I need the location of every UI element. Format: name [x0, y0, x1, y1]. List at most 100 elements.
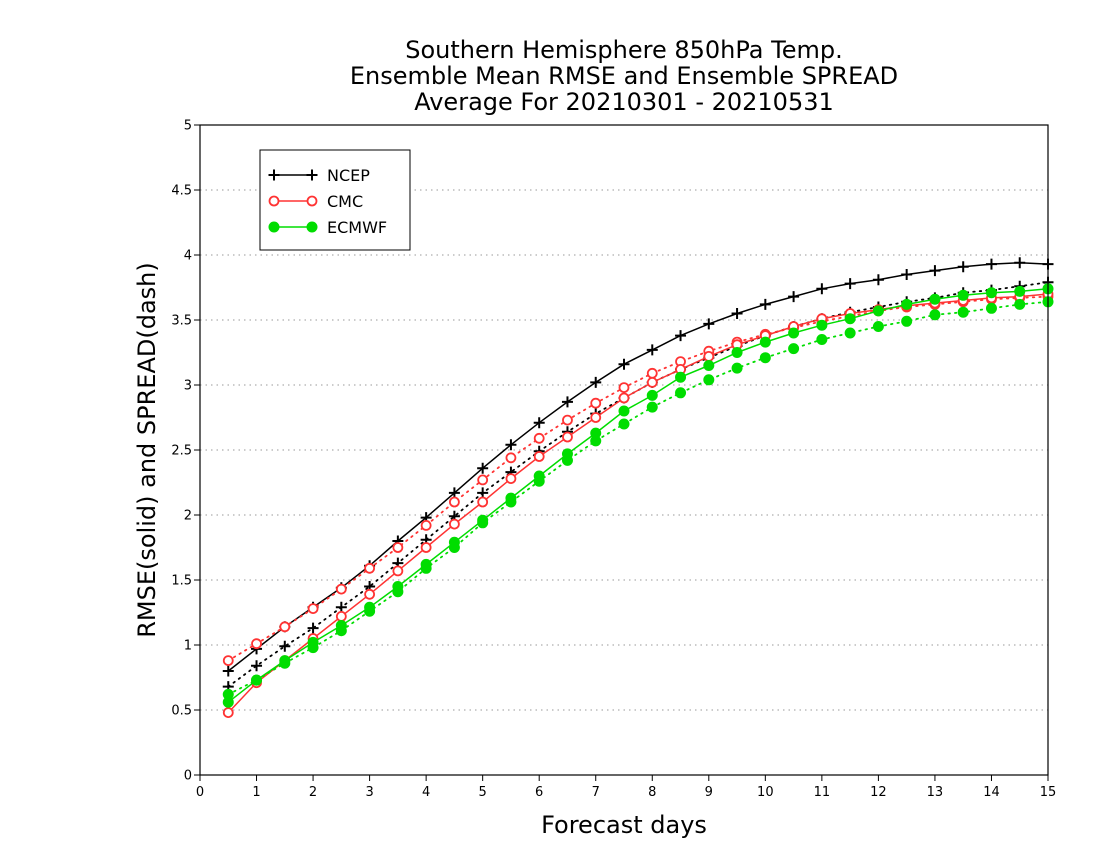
- spread-point: [646, 401, 658, 413]
- rmse-point: [505, 473, 517, 485]
- axis-ticks: 00.511.522.533.544.550 1 2 3 4 5 6 7 8 9 10 11 12 13 1…: [171, 119, 1056, 801]
- spread-point: [788, 343, 800, 355]
- rmse-point: [646, 389, 658, 401]
- rmse-point: [957, 289, 969, 301]
- spread-line-cmc: [227, 295, 1049, 662]
- y-tick-label: 0: [184, 769, 192, 784]
- rmse-point: [618, 405, 630, 417]
- rmse-point: [561, 396, 573, 408]
- spread-point: [364, 562, 376, 574]
- spread-point: [618, 418, 630, 430]
- rmse-point: [222, 665, 234, 677]
- series-cmc: [222, 288, 1054, 718]
- rmse-point: [985, 258, 997, 270]
- y-tick-label: 3: [184, 379, 192, 394]
- rmse-point: [788, 291, 800, 303]
- y-axis-label: RMSE(solid) and SPREAD(dash): [133, 262, 161, 638]
- spread-point: [335, 601, 347, 613]
- spread-point: [505, 452, 517, 464]
- rmse-point: [448, 487, 460, 499]
- chart-title: Southern Hemisphere 850hPa Temp. Ensembl…: [350, 36, 898, 116]
- rmse-point: [816, 283, 828, 295]
- rmse-point: [929, 293, 941, 305]
- x-tick-label: 11: [814, 785, 831, 800]
- x-tick-label: 10: [757, 785, 774, 800]
- legend-label: NCEP: [327, 166, 370, 185]
- rmse-point: [872, 305, 884, 317]
- legend-label: ECMWF: [327, 218, 387, 237]
- rmse-point: [392, 581, 404, 592]
- spread-point: [562, 414, 573, 426]
- title-line-2: Ensemble Mean RMSE and Ensemble SPREAD: [350, 62, 898, 90]
- rmse-point: [307, 636, 319, 648]
- rmse-point: [788, 327, 800, 339]
- legend-item-ncep: NCEP: [268, 166, 370, 185]
- y-tick-label: 0.5: [171, 704, 192, 719]
- rmse-point: [618, 358, 630, 370]
- spread-point: [533, 432, 545, 444]
- spread-point: [759, 352, 771, 364]
- title-line-1: Southern Hemisphere 850hPa Temp.: [405, 36, 842, 64]
- y-tick-label: 3.5: [171, 314, 192, 329]
- y-tick-label: 1.5: [171, 574, 192, 589]
- rmse-point: [279, 655, 291, 667]
- rmse-point: [901, 298, 913, 310]
- rmse-point: [505, 439, 517, 451]
- rmse-point: [618, 392, 630, 404]
- x-tick-label: 15: [1040, 785, 1057, 800]
- rmse-point: [420, 558, 432, 570]
- rmse-point: [420, 542, 432, 553]
- rmse-point: [985, 287, 997, 299]
- series-group: [222, 257, 1054, 718]
- rmse-point: [251, 674, 263, 686]
- rmse-point: [364, 601, 376, 613]
- spread-point: [872, 321, 884, 332]
- spread-point: [844, 327, 856, 339]
- rmse-point: [646, 376, 658, 388]
- spread-point: [675, 387, 687, 399]
- plot-frame: [199, 124, 1049, 776]
- rmse-point: [335, 611, 347, 622]
- x-tick-label: 4: [422, 785, 430, 800]
- rmse-point: [590, 427, 602, 439]
- x-tick-label: 14: [983, 785, 1000, 800]
- rmse-point: [1014, 285, 1026, 297]
- spread-point: [307, 603, 319, 614]
- rmse-point: [844, 278, 856, 290]
- rmse-point: [505, 492, 517, 504]
- spread-point: [448, 496, 460, 508]
- spread-point: [703, 374, 715, 386]
- spread-point: [420, 520, 432, 531]
- series-ecmwf: [222, 283, 1054, 708]
- rmse-point: [872, 274, 884, 286]
- rmse-point: [222, 696, 234, 708]
- y-tick-label: 2: [184, 509, 192, 524]
- legend-marker: [268, 169, 280, 181]
- legend-marker: [268, 221, 280, 233]
- rmse-point: [477, 514, 489, 526]
- y-tick-label: 2.5: [171, 444, 192, 459]
- rmse-point: [477, 462, 489, 474]
- rmse-point: [533, 417, 545, 429]
- rmse-point: [675, 330, 687, 342]
- rmse-point: [816, 319, 828, 331]
- rmse-point: [759, 298, 771, 310]
- legend-marker: [268, 195, 280, 207]
- rmse-point: [222, 707, 234, 718]
- rmse-line-ncep: [227, 262, 1049, 672]
- spread-line-ecmwf: [227, 300, 1049, 696]
- legend-label: CMC: [327, 192, 363, 211]
- rmse-point: [929, 265, 941, 277]
- x-tick-label: 5: [479, 785, 487, 800]
- rmse-point: [364, 588, 376, 600]
- spread-point: [646, 367, 658, 379]
- y-tick-label: 4: [184, 249, 192, 264]
- spread-point: [251, 660, 263, 672]
- rmse-point: [957, 261, 969, 273]
- legend: NCEP CMC ECMWF: [259, 149, 411, 251]
- x-tick-label: 0: [196, 785, 204, 800]
- rmse-point: [477, 496, 489, 508]
- spread-point: [901, 315, 913, 327]
- rmse-point: [448, 518, 460, 530]
